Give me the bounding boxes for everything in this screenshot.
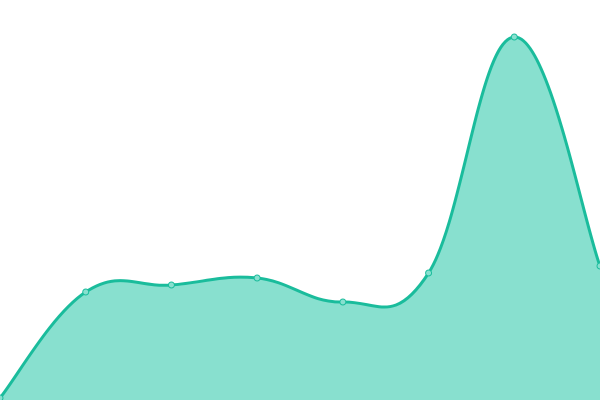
area-fill xyxy=(0,36,600,400)
data-point xyxy=(167,281,175,289)
data-point xyxy=(596,262,600,270)
data-point xyxy=(0,394,4,400)
data-point xyxy=(510,33,518,41)
data-point xyxy=(253,274,261,282)
data-point xyxy=(82,288,90,296)
markers xyxy=(0,33,600,400)
data-point xyxy=(339,298,347,306)
data-point xyxy=(425,269,433,277)
